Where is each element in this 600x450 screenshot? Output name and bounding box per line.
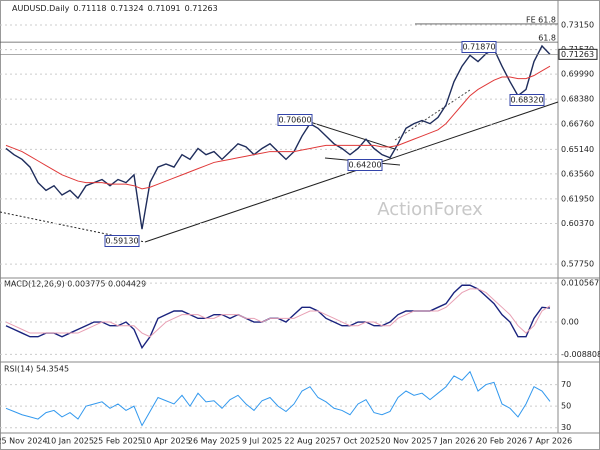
rsi-title: RSI(14) 54.3545 (4, 365, 69, 374)
low: 0.71091 (148, 4, 181, 13)
x-tick-label: 7 Apr 2026 (528, 437, 572, 446)
series-line (5, 370, 551, 427)
watermark: ActionForex (377, 199, 483, 220)
trend-line (394, 89, 471, 141)
annotation-box (509, 94, 545, 106)
x-tick-label: 10 Jan 2025 (46, 437, 94, 446)
trend-line (309, 121, 399, 151)
y-tick-label: 0.73150 (561, 21, 594, 30)
x-tick-label: 25 Nov 2024 (0, 437, 48, 446)
y-tick-label: 0.61950 (561, 194, 594, 203)
x-tick-label: 7 Jan 2026 (433, 437, 476, 446)
y-tick-label: 0.63560 (561, 169, 594, 178)
macd-title: MACD(12,26,9) 0.003775 0.004429 (4, 280, 146, 289)
x-tick-label: 20 Feb 2026 (477, 437, 527, 446)
last-price-label: 0.71263 (561, 50, 594, 59)
symbol: AUDUSD.Daily (12, 4, 70, 13)
y-tick-label: 0.65140 (561, 145, 594, 154)
annotation: 0.68320 (510, 96, 543, 105)
series-line (5, 288, 551, 338)
y-tick-label: 0.57750 (561, 260, 594, 269)
annotation-box (104, 235, 140, 247)
y-tick-label: 0.69990 (561, 70, 594, 79)
x-tick-label: 9 Jul 2025 (242, 437, 282, 446)
x-tick-label: 7 Oct 2025 (336, 437, 380, 446)
annotation-box (277, 114, 313, 126)
close: 0.71263 (185, 4, 218, 13)
x-tick-label: 10 Apr 2025 (141, 437, 190, 446)
y-tick-label: 30 (561, 423, 571, 432)
annotation: 0.64200 (348, 161, 381, 170)
y-tick-label: 50 (561, 402, 571, 411)
annotation-box (347, 159, 383, 171)
last-price-box (558, 48, 598, 60)
y-tick-label: 0.010567 (561, 279, 599, 288)
x-tick-label: 22 Aug 2025 (284, 437, 335, 446)
y-tick-label: 0.00 (561, 318, 579, 327)
level-label: 61.8 (538, 34, 556, 43)
y-tick-label: 0.60370 (561, 219, 594, 228)
high: 0.71324 (110, 4, 143, 13)
trend-line (0, 211, 146, 243)
annotation-box (461, 41, 497, 53)
x-tick-label: 26 May 2025 (188, 437, 240, 446)
level-label: FE 61.8 (526, 15, 556, 24)
annotation: 0.70600 (278, 116, 311, 125)
chart-title: AUDUSD.Daily 0.71118 0.71324 0.71091 0.71263 (12, 4, 218, 13)
x-tick-label: 25 Feb 2025 (93, 437, 143, 446)
open: 0.71118 (73, 4, 106, 13)
trend-line (144, 101, 559, 243)
annotation: 0.71870 (462, 43, 495, 52)
y-tick-label: 0.68380 (561, 95, 594, 104)
series-line (5, 65, 551, 190)
y-tick-label: 0.66760 (561, 120, 594, 129)
x-tick-label: 20 Nov 2025 (380, 437, 431, 446)
y-tick-label: -0.008808 (561, 350, 600, 359)
y-tick-label: 70 (561, 380, 571, 389)
annotation: 0.59130 (105, 237, 138, 246)
